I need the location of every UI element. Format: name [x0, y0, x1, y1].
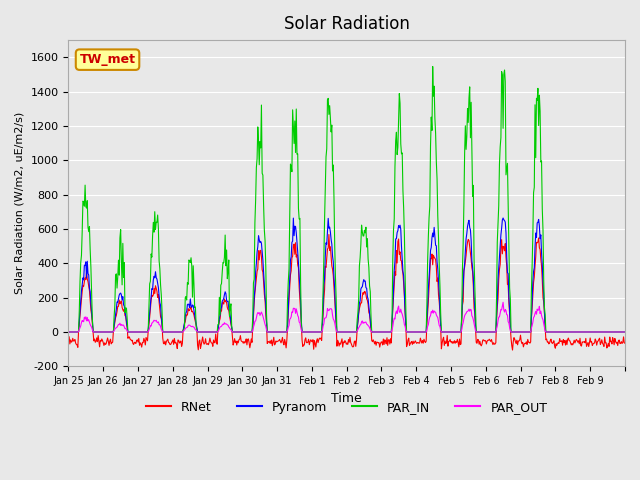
- RNet: [405, 335, 413, 341]
- Line: Pyranom: Pyranom: [68, 218, 625, 332]
- Title: Solar Radiation: Solar Radiation: [284, 15, 410, 33]
- PAR_IN: [130, 329, 138, 335]
- Pyranom: [130, 329, 138, 335]
- PAR_OUT: [281, 329, 289, 335]
- RNet: [436, 309, 444, 314]
- RNet: [325, 232, 333, 238]
- PAR_IN: [436, 283, 444, 289]
- RNet: [260, 279, 268, 285]
- RNet: [232, 338, 240, 344]
- PAR_IN: [404, 329, 412, 335]
- PAR_IN: [65, 329, 72, 335]
- Pyranom: [232, 329, 240, 335]
- PAR_IN: [232, 329, 240, 335]
- PAR_OUT: [232, 329, 240, 335]
- RNet: [281, 336, 289, 342]
- RNet: [130, 341, 138, 347]
- PAR_IN: [260, 203, 268, 208]
- Pyranom: [435, 290, 443, 296]
- Pyranom: [404, 329, 412, 335]
- PAR_OUT: [499, 300, 507, 305]
- Line: PAR_OUT: PAR_OUT: [68, 302, 625, 332]
- Pyranom: [260, 270, 268, 276]
- PAR_IN: [621, 329, 629, 335]
- Y-axis label: Solar Radiation (W/m2, uE/m2/s): Solar Radiation (W/m2, uE/m2/s): [15, 112, 25, 294]
- X-axis label: Time: Time: [332, 392, 362, 405]
- PAR_OUT: [435, 323, 443, 328]
- PAR_OUT: [65, 329, 72, 335]
- Line: RNet: RNet: [68, 235, 625, 350]
- Text: TW_met: TW_met: [79, 53, 136, 66]
- PAR_OUT: [260, 316, 268, 322]
- Pyranom: [499, 215, 507, 221]
- RNet: [621, 340, 629, 346]
- PAR_IN: [281, 329, 289, 335]
- PAR_OUT: [404, 329, 412, 335]
- Pyranom: [281, 329, 289, 335]
- RNet: [65, 338, 72, 344]
- RNet: [509, 347, 516, 353]
- Pyranom: [621, 329, 629, 335]
- PAR_IN: [429, 63, 436, 69]
- Line: PAR_IN: PAR_IN: [68, 66, 625, 332]
- PAR_OUT: [130, 329, 138, 335]
- Pyranom: [65, 329, 72, 335]
- Legend: RNet, Pyranom, PAR_IN, PAR_OUT: RNet, Pyranom, PAR_IN, PAR_OUT: [141, 396, 552, 419]
- PAR_OUT: [621, 329, 629, 335]
